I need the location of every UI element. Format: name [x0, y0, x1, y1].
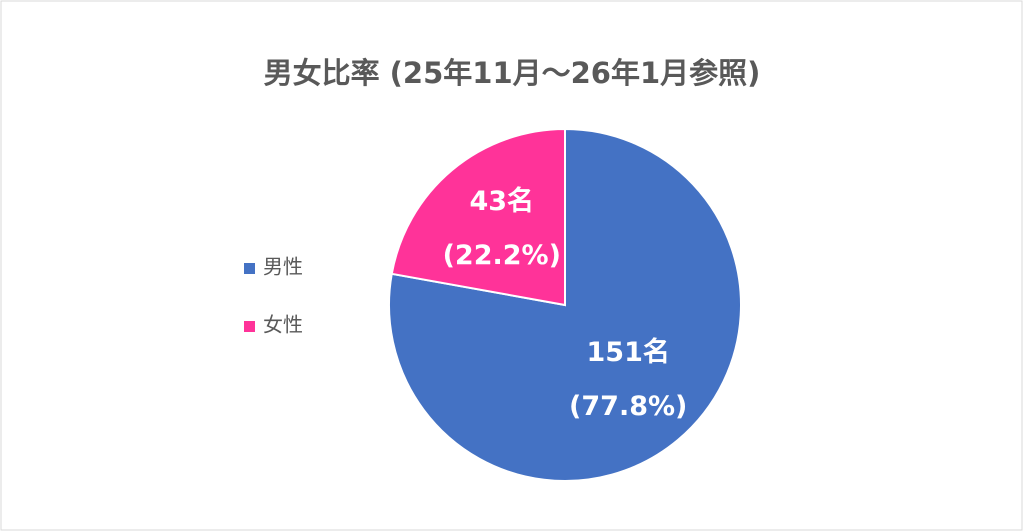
- percent-label: (22.2%): [443, 240, 561, 271]
- legend-swatch: [244, 263, 255, 274]
- percent-label: (77.8%): [569, 391, 687, 422]
- legend-swatch: [244, 321, 255, 332]
- legend-label: 男性: [263, 255, 303, 279]
- chart-title: 男女比率 (25年11月～26年1月参照): [264, 56, 761, 90]
- pie-slice: [390, 127, 566, 307]
- legend-label: 女性: [263, 313, 303, 337]
- data-label: 43名: [469, 185, 534, 217]
- data-label: 151名: [587, 336, 670, 368]
